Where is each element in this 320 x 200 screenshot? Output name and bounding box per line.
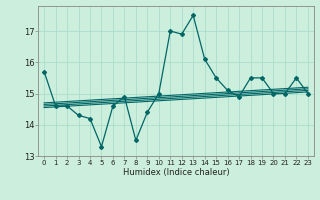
X-axis label: Humidex (Indice chaleur): Humidex (Indice chaleur) <box>123 168 229 177</box>
